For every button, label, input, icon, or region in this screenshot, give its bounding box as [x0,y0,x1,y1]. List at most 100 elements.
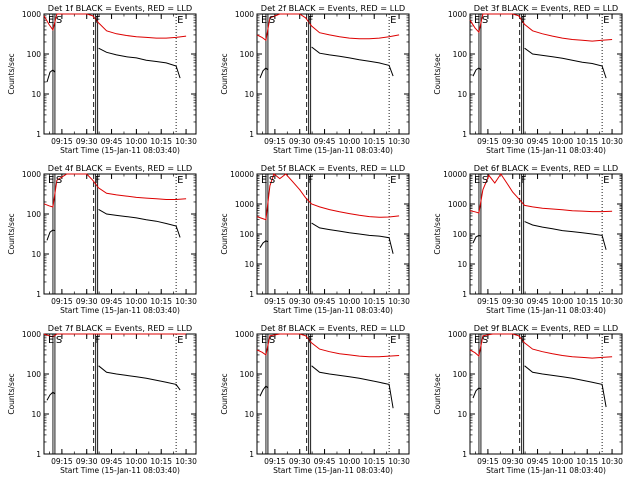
marker-annotation: S [56,15,62,26]
plot-frame [256,333,410,455]
y-tick-label: 10000 [230,170,254,179]
y-tick-label: 1000 [235,10,254,19]
x-tick-label: 10:00 [126,137,148,146]
y-tick-label: 100 [27,210,42,219]
chart-title: Det 2f BLACK = Events, RED = LLD [261,3,405,13]
events-series-line [46,208,181,241]
plot-frame [43,333,197,455]
y-tick-label: 1 [249,450,254,459]
chart-title: Det 6f BLACK = Events, RED = LLD [474,163,618,173]
x-tick-label: 10:15 [576,137,598,146]
events-series-line [259,222,394,254]
x-tick-label: 09:45 [527,137,549,146]
events-series-line [472,365,607,408]
y-axis-label: Counts/sec [7,213,16,254]
x-tick-label: 10:15 [363,137,385,146]
x-tick-label: 09:15 [264,297,286,306]
chart-panel-8: Det 8f BLACK = Events, RED = LLD Counts/s… [220,323,410,475]
plot-frame [469,173,623,295]
chart-panel-9: Det 9f BLACK = Events, RED = LLD Counts/s… [433,323,623,475]
y-tick-label: 10 [244,90,254,99]
x-tick-label: 10:30 [601,457,623,466]
x-tick-label: 09:45 [527,297,549,306]
marker-annotation: F [95,15,101,26]
x-tick-label: 10:15 [363,297,385,306]
marker-annotation: E [390,175,396,186]
x-tick-label: 09:30 [76,457,98,466]
plot-frame [469,13,623,135]
chart-panel-4: Det 4f BLACK = Events, RED = LLD Counts/s… [7,163,197,315]
y-tick-label: 1 [462,290,467,299]
chart-panel-3: Det 3f BLACK = Events, RED = LLD Counts/s… [433,3,623,155]
chart-panel-2: Det 2f BLACK = Events, RED = LLD Counts/s… [220,3,410,155]
x-tick-label: 10:15 [576,457,598,466]
x-tick-label: 10:00 [339,137,361,146]
plot-frame [469,333,623,455]
x-tick-label: 09:45 [527,457,549,466]
y-tick-label: 100 [453,50,468,59]
x-axis-label: Start Time (15-Jan-11 08:03:40) [60,306,180,315]
events-series-line [259,365,394,409]
x-tick-label: 10:30 [175,137,197,146]
y-tick-label: 100 [240,370,255,379]
y-tick-label: 1 [462,450,467,459]
marker-annotation: E [474,335,480,346]
x-tick-label: 10:30 [388,457,410,466]
marker-annotation: S [269,175,275,186]
x-tick-label: 09:15 [477,297,499,306]
x-tick-label: 09:45 [314,297,336,306]
x-tick-label: 09:30 [502,137,524,146]
x-axis-label: Start Time (15-Jan-11 08:03:40) [486,306,606,315]
x-tick-label: 09:15 [264,457,286,466]
y-tick-label: 10 [31,250,41,259]
events-series-line [472,221,607,250]
marker-annotation: E [474,15,480,26]
x-tick-label: 09:30 [289,297,311,306]
x-tick-label: 10:00 [552,137,574,146]
y-tick-label: 1000 [235,200,254,209]
x-tick-label: 10:00 [339,297,361,306]
marker-annotation: E [261,335,267,346]
x-tick-label: 09:45 [314,457,336,466]
x-tick-label: 09:15 [477,137,499,146]
x-tick-label: 09:15 [51,457,73,466]
events-series-line [259,46,394,79]
chart-panel-1: Det 1f BLACK = Events, RED = LLD Counts/s… [7,3,197,155]
marker-annotation: S [269,335,275,346]
lld-series-line [256,333,400,358]
x-tick-label: 10:00 [339,457,361,466]
y-axis-label: Counts/sec [220,373,229,414]
x-axis-label: Start Time (15-Jan-11 08:03:40) [60,146,180,155]
marker-annotation: F [308,175,314,186]
x-tick-label: 09:15 [264,137,286,146]
x-tick-label: 09:15 [51,297,73,306]
marker-annotation: E [48,175,54,186]
x-tick-label: 09:30 [502,297,524,306]
y-axis-label: Counts/sec [220,213,229,254]
plot-frame [43,13,197,135]
x-tick-label: 09:15 [477,457,499,466]
x-tick-label: 10:00 [126,297,148,306]
y-tick-label: 1 [249,290,254,299]
x-tick-label: 10:15 [150,457,172,466]
x-axis-label: Start Time (15-Jan-11 08:03:40) [60,466,180,475]
x-tick-label: 10:00 [552,457,574,466]
y-tick-label: 1 [36,290,41,299]
y-axis-label: Counts/sec [433,53,442,94]
y-tick-label: 10000 [443,170,467,179]
x-tick-label: 10:00 [126,457,148,466]
x-tick-label: 10:30 [601,137,623,146]
marker-annotation: S [269,15,275,26]
x-axis-label: Start Time (15-Jan-11 08:03:40) [273,466,393,475]
events-series-line [472,47,607,79]
x-tick-label: 09:30 [289,457,311,466]
plot-frame [43,173,197,295]
lld-series-line [43,173,187,208]
y-tick-label: 1000 [22,170,41,179]
x-tick-label: 10:30 [388,137,410,146]
y-tick-label: 1000 [448,330,467,339]
plot-frame [256,13,410,135]
y-tick-label: 1000 [235,330,254,339]
x-tick-label: 09:45 [101,457,123,466]
